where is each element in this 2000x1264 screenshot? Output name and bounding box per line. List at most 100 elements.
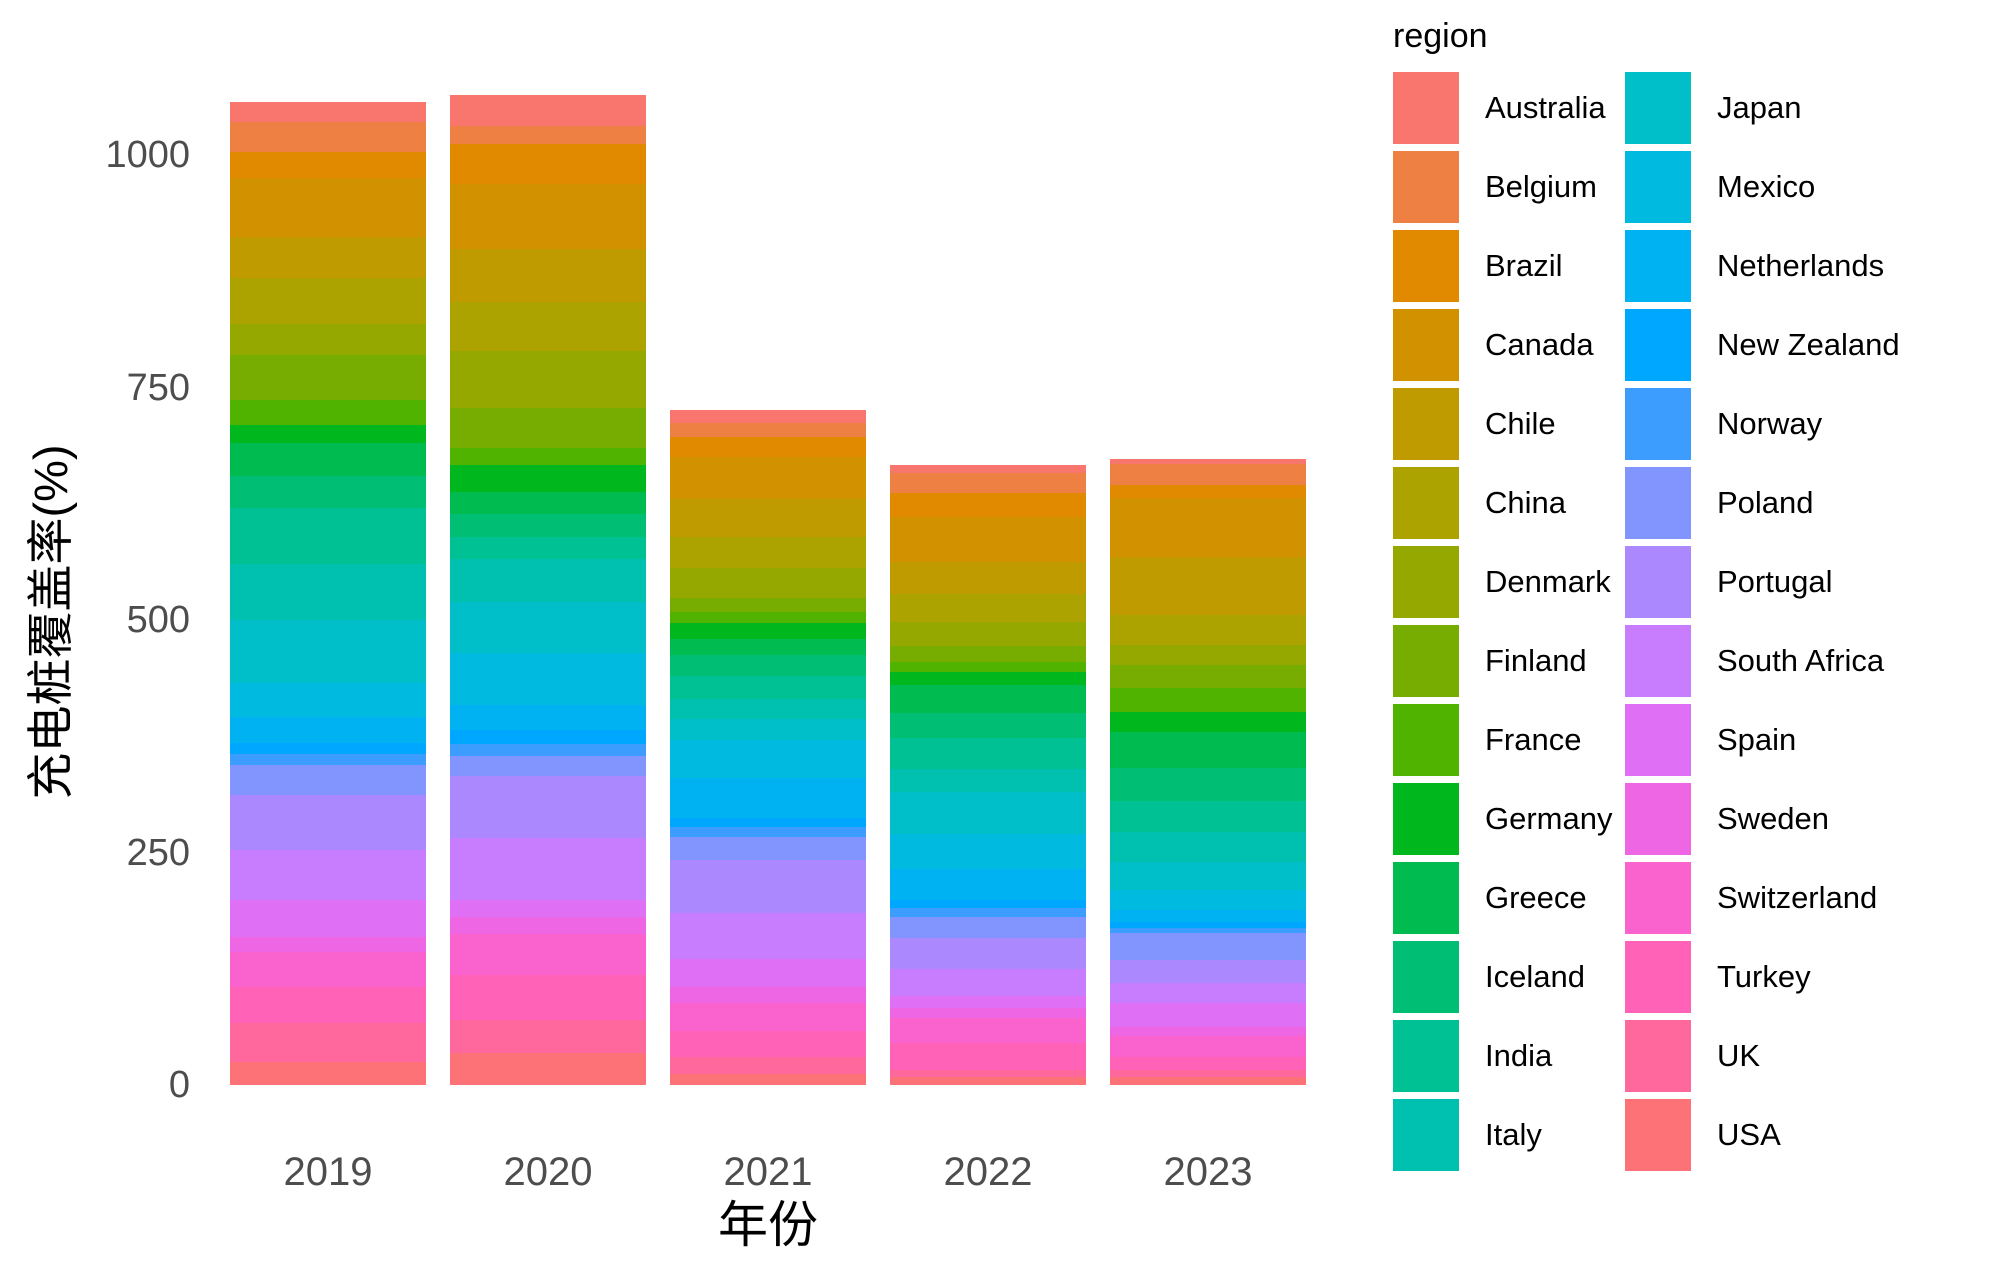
legend-label-uk: UK [1717,1038,1761,1073]
bar-segment-2019-greece [230,443,426,476]
y-tick-label-500: 500 [126,599,190,641]
bar-segment-2019-portugal [230,794,426,850]
bar-segment-2021-china [670,537,866,568]
legend-item-denmark: Denmark [1393,546,1612,618]
legend-label-italy: Italy [1485,1117,1542,1152]
legend-swatch-china [1393,467,1459,539]
legend-label-sweden: Sweden [1717,801,1830,836]
bar-segment-2020-new-zealand [450,729,646,745]
legend-item-spain: Spain [1625,704,1900,776]
bar-segment-2019-germany [230,424,426,444]
bar-segment-2020-sweden [450,917,646,935]
x-tick-label-2023: 2023 [1163,1150,1253,1194]
legend-item-italy: Italy [1393,1099,1612,1171]
legend-label-mexico: Mexico [1717,169,1816,204]
bar-segment-2022-sweden [890,1007,1086,1018]
bar-segment-2019-india [230,508,426,565]
legend-swatch-brazil [1393,230,1459,302]
bar-segment-2020-china [450,301,646,352]
bar-segment-2021-greece [670,638,866,656]
legend-item-india: India [1393,1020,1612,1092]
bar-segment-2021-iceland [670,655,866,676]
bar-segment-2022-usa [890,1077,1086,1085]
legend-item-south-africa: South Africa [1625,625,1900,697]
legend-swatch-india [1393,1020,1459,1092]
bar-segment-2020-spain [450,899,646,918]
bar-2021 [670,409,866,1085]
bar-segment-2022-brazil [890,492,1086,517]
legend-swatch-chile [1393,388,1459,460]
y-tick-label-0: 0 [168,1064,190,1106]
bar-segment-2021-south-africa [670,912,866,960]
legend-label-denmark: Denmark [1485,564,1611,599]
bar-segment-2022-turkey [890,1042,1086,1070]
bar-segment-2021-uk [670,1056,866,1074]
legend-swatch-canada [1393,309,1459,381]
bar-segment-2019-switzerland [230,951,426,988]
legend-swatch-sweden [1625,783,1691,855]
bar-segment-2022-belgium [890,473,1086,493]
legend-swatch-new-zealand [1625,309,1691,381]
bar-segment-2023-denmark [1110,645,1306,665]
bar-segment-2021-canada [670,457,866,500]
bar-segment-2023-brazil [1110,485,1306,499]
bar-segment-2020-switzerland [450,934,646,976]
bar-segment-2023-portugal [1110,960,1306,983]
bar-segment-2020-canada [450,183,646,249]
legend-label-canada: Canada [1485,327,1594,362]
legend-item-usa: USA [1625,1099,1900,1171]
bar-segment-2021-turkey [670,1030,866,1057]
bar-segment-2021-portugal [670,859,866,913]
bar-segment-2022-australia [890,464,1086,474]
bar-segment-2021-new-zealand [670,817,866,828]
bar-segment-2019-mexico [230,683,426,717]
legend-label-poland: Poland [1717,485,1814,520]
bar-segment-2021-italy [670,698,866,720]
bar-segment-2023-poland [1110,933,1306,961]
bar-segment-2020-japan [450,602,646,654]
legend-swatch-iceland [1393,941,1459,1013]
bar-segment-2020-india [450,537,646,559]
bar-segment-2019-usa [230,1062,426,1085]
legend-item-portugal: Portugal [1625,546,1900,618]
bar-segment-2021-germany [670,622,866,639]
bar-segment-2022-greece [890,685,1086,713]
bar-segment-2019-brazil [230,152,426,179]
legend-label-belgium: Belgium [1485,169,1597,204]
legend-swatch-finland [1393,625,1459,697]
bar-segment-2019-denmark [230,324,426,355]
bar-segment-2020-usa [450,1053,646,1085]
bar-segment-2022-chile [890,562,1086,594]
bar-segment-2023-chile [1110,556,1306,616]
legend-label-south-africa: South Africa [1717,643,1885,678]
bar-segment-2023-finland [1110,664,1306,688]
legend-swatch-norway [1625,388,1691,460]
bar-segment-2021-usa [670,1073,866,1085]
legend-item-japan: Japan [1625,72,1900,144]
bar-segment-2019-turkey [230,987,426,1023]
bar-segment-2021-finland [670,597,866,612]
legend-swatch-uk [1625,1020,1691,1092]
bar-segment-2021-netherlands [670,777,866,818]
bar-segment-2019-belgium [230,121,426,153]
bar-segment-2021-spain [670,959,866,988]
bar-segment-2020-greece [450,491,646,514]
legend-label-portugal: Portugal [1717,564,1833,599]
bar-segment-2023-india [1110,801,1306,832]
bar-segment-2021-india [670,675,866,699]
legend-swatch-netherlands [1625,230,1691,302]
legend-item-poland: Poland [1625,467,1900,539]
legend-label-turkey: Turkey [1717,959,1811,994]
legend-swatch-france [1393,704,1459,776]
legend-label-chile: Chile [1485,406,1556,441]
bar-segment-2022-finland [890,645,1086,662]
legend-label-netherlands: Netherlands [1717,248,1885,283]
y-tick-label-750: 750 [126,366,190,409]
bar-segment-2020-mexico [450,653,646,705]
bar-segment-2023-netherlands [1110,910,1306,923]
bar-segment-2022-norway [890,908,1086,917]
bar-segment-2023-switzerland [1110,1036,1306,1057]
legend-label-switzerland: Switzerland [1717,880,1878,915]
bar-segment-2021-france [670,611,866,623]
